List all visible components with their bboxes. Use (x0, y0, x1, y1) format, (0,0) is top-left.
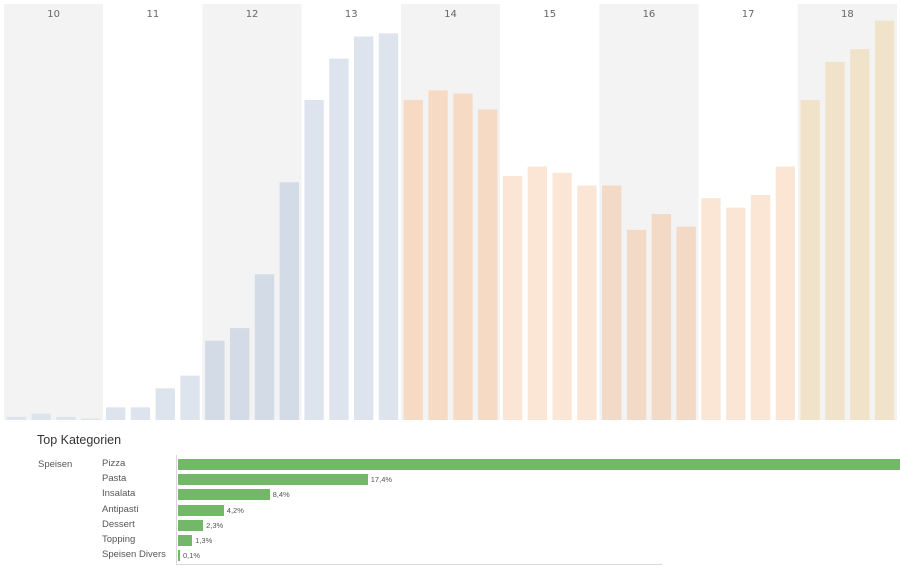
hourly-bar[interactable] (81, 418, 101, 421)
hourly-bar[interactable] (254, 274, 275, 420)
hourly-bar[interactable] (304, 99, 324, 421)
hour-label: 16 (643, 9, 656, 20)
category-base-line (176, 564, 662, 565)
hourly-bar[interactable] (800, 99, 820, 421)
hourly-bar[interactable] (130, 407, 151, 420)
top-categories-title: Top Kategorien (37, 433, 122, 447)
category-bar[interactable] (178, 504, 224, 516)
category-value-label: 4,2% (226, 505, 244, 515)
hour-labels: 10 11 12 13 14 15 16 17 18 (47, 9, 854, 20)
hourly-bar[interactable] (155, 388, 175, 420)
hourly-bar[interactable] (229, 328, 250, 420)
hour-label: 14 (444, 9, 457, 20)
hourly-bar[interactable] (428, 90, 448, 421)
hourly-bar[interactable] (750, 194, 771, 420)
hourly-bar[interactable] (874, 20, 895, 421)
category-label: Pizza (102, 458, 126, 469)
category-label: Speisen Divers (102, 549, 166, 561)
category-axis-line (176, 455, 177, 564)
hourly-bar[interactable] (850, 49, 870, 420)
category-value-label: 17,4% (370, 475, 393, 485)
hour-label: 17 (742, 9, 755, 20)
category-value-label: 2,3% (206, 520, 224, 530)
hourly-bar[interactable] (105, 407, 126, 420)
hourly-bar[interactable] (651, 214, 672, 420)
hour-band-10 (4, 4, 104, 420)
category-value-label: 8,4% (272, 490, 290, 500)
category-label: Antipasti (102, 503, 139, 515)
hourly-bar[interactable] (31, 413, 51, 420)
hourly-bar[interactable] (56, 416, 76, 420)
category-label: Insalata (102, 488, 136, 500)
category-label: Topping (102, 534, 136, 545)
hourly-bar[interactable] (378, 33, 399, 420)
category-bar[interactable] (178, 474, 368, 486)
hourly-bar[interactable] (478, 109, 498, 421)
hourly-bar[interactable] (527, 166, 547, 420)
hourly-bar[interactable] (354, 36, 374, 421)
hour-label: 18 (841, 9, 854, 20)
hour-label: 15 (543, 9, 556, 20)
hourly-bar[interactable] (726, 207, 746, 420)
hourly-bar[interactable] (602, 185, 622, 420)
category-label: Dessert (102, 518, 135, 530)
hourly-bar[interactable] (329, 58, 349, 420)
hourly-bar[interactable] (676, 226, 696, 420)
category-bar[interactable] (178, 459, 900, 470)
hourly-bar[interactable] (403, 99, 423, 421)
hourly-bar[interactable] (6, 416, 27, 420)
hour-label: 12 (246, 9, 259, 20)
hourly-bar[interactable] (701, 198, 721, 420)
hour-band-11 (103, 4, 203, 420)
hourly-bar[interactable] (775, 166, 796, 420)
hour-label: 13 (345, 9, 358, 20)
hourly-bar[interactable] (825, 61, 845, 420)
hourly-bar[interactable] (279, 182, 299, 420)
hourly-bar[interactable] (453, 93, 473, 421)
hour-label: 10 (47, 9, 60, 20)
hourly-bar[interactable] (205, 340, 225, 420)
category-bar[interactable] (178, 550, 180, 562)
hour-label: 11 (146, 9, 159, 20)
category-bar[interactable] (178, 535, 193, 546)
hourly-bar[interactable] (180, 375, 200, 420)
category-value-label: 0,1% (183, 551, 201, 561)
hourly-bar[interactable] (552, 172, 572, 420)
hourly-bar[interactable] (577, 185, 597, 420)
hourly-bar[interactable] (502, 175, 523, 420)
category-label: Pasta (102, 473, 127, 485)
group-label-speisen: Speisen (38, 459, 73, 470)
category-bar[interactable] (178, 489, 270, 501)
hourly-bars (6, 20, 895, 421)
hourly-bar[interactable] (626, 229, 647, 420)
category-bar[interactable] (178, 519, 204, 531)
hourly-bar-chart: 10 11 12 13 14 15 16 17 18 (4, 4, 897, 421)
category-value-label: 1,3% (195, 536, 213, 545)
